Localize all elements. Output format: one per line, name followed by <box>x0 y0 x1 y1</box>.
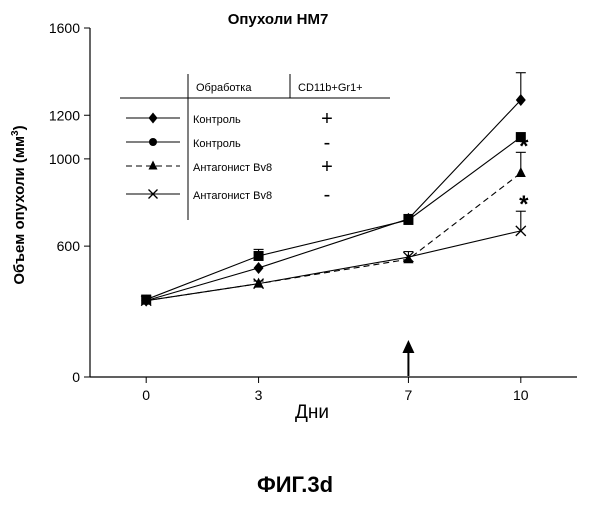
legend-row-4: Антагонист Bv8 - <box>126 184 330 206</box>
legend-swatch-marker <box>149 113 158 124</box>
data-point <box>403 215 413 225</box>
chart-title: Опухоли HM7 <box>228 11 329 28</box>
legend-label: Контроль <box>193 114 241 126</box>
x-tick-label: 0 <box>142 387 150 403</box>
legend-swatch-marker <box>149 161 158 170</box>
x-tick-label: 7 <box>405 387 413 403</box>
legend-label: Антагонист Bv8 <box>193 190 272 202</box>
y-axis-label-main: Объем опухоли (мм <box>11 136 28 285</box>
legend-row-1: Контроль + <box>126 108 333 130</box>
arrow-head <box>402 340 414 353</box>
legend-cd11b-value: + <box>321 156 333 178</box>
data-point <box>516 167 526 177</box>
y-axis-label: Объем опухоли (мм3) <box>10 125 28 284</box>
axes: 0 600 1000 1200 1600 0 3 7 10 <box>49 20 577 403</box>
y-tick-label: 0 <box>72 369 80 385</box>
significance-star: * <box>519 133 529 160</box>
data-point <box>254 251 264 261</box>
legend-cd11b-value: - <box>324 132 331 154</box>
legend-label: Контроль <box>193 138 241 150</box>
series-4 <box>141 211 526 305</box>
legend: ОбработкаCD11b+Gr1+Контроль+Контроль-Ант… <box>120 74 390 220</box>
figure-caption: ФИГ.3d <box>257 472 333 497</box>
series-2 <box>141 132 526 305</box>
legend-cd11b-value: - <box>324 184 331 206</box>
y-axis-label-close: ) <box>11 125 28 130</box>
x-axis-label: Дни <box>295 402 329 423</box>
x-tick-label: 3 <box>255 387 263 403</box>
legend-swatch-marker <box>149 138 157 146</box>
y-tick-label: 1200 <box>49 107 80 123</box>
series-line <box>146 231 521 301</box>
legend-row-3: Антагонист Bv8 + <box>126 156 333 178</box>
y-tick-label: 600 <box>57 238 81 254</box>
y-tick-label: 1600 <box>49 20 80 36</box>
legend-cd11b-value: + <box>321 108 333 130</box>
data-point <box>254 262 264 274</box>
legend-header-treatment: Обработка <box>196 82 252 94</box>
significance-star: * <box>519 191 529 218</box>
x-tick-label: 10 <box>513 387 529 403</box>
legend-row-2: Контроль - <box>126 132 330 154</box>
series-3 <box>141 152 526 304</box>
legend-header-cd11b: CD11b+Gr1+ <box>298 82 363 94</box>
y-tick-label: 1000 <box>49 151 80 167</box>
legend-label: Антагонист Bv8 <box>193 162 272 174</box>
